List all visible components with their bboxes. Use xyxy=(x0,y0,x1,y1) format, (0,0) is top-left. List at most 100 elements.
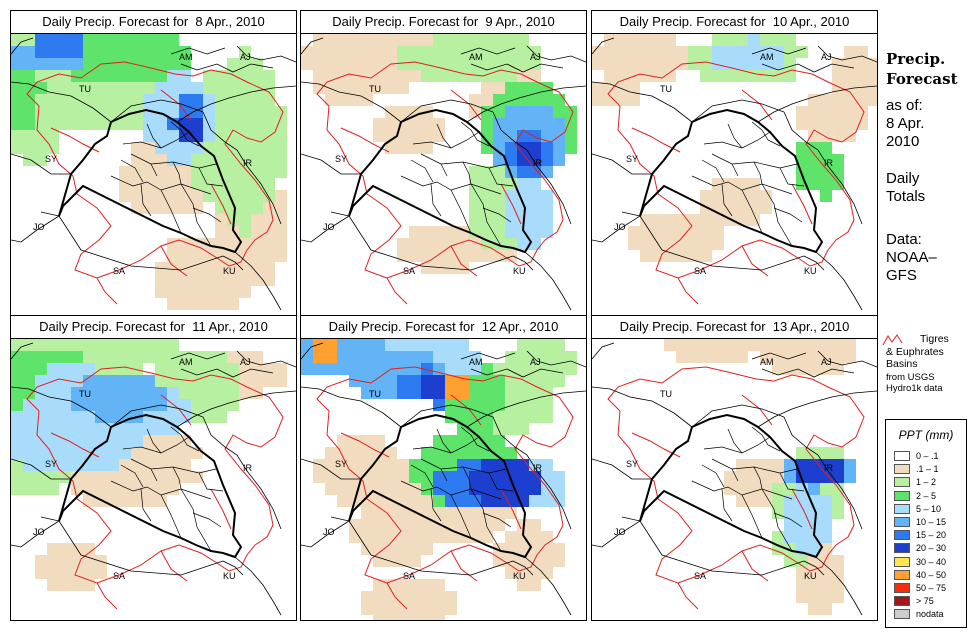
asof-line: 2010 xyxy=(886,133,920,150)
country-border xyxy=(757,390,877,428)
panel-map: AM AJ TU SY IR JO SA KU xyxy=(301,34,586,315)
country-border xyxy=(348,215,514,271)
basin-boundary xyxy=(450,550,478,582)
province-border xyxy=(160,189,182,234)
ppt-legend-title: PPT (mm) xyxy=(898,428,954,442)
basin-boundary xyxy=(160,550,188,582)
country-label: AM xyxy=(760,52,774,62)
country-border xyxy=(466,85,586,123)
province-border xyxy=(779,167,805,187)
iraq-boundary xyxy=(639,413,824,559)
country-border xyxy=(817,45,877,63)
iraq-boundary xyxy=(639,108,824,254)
province-border xyxy=(727,123,743,149)
country-border xyxy=(592,458,652,480)
basin-boundary xyxy=(96,277,118,305)
province-border xyxy=(160,494,182,539)
province-border xyxy=(172,466,182,490)
country-border xyxy=(751,352,807,360)
country-label: IR xyxy=(533,158,543,168)
ppt-swatch xyxy=(894,583,910,593)
country-border xyxy=(751,47,807,55)
precip-grid xyxy=(11,339,287,591)
country-border xyxy=(222,560,244,576)
ppt-legend-item: nodata xyxy=(894,609,964,620)
province-border xyxy=(711,153,798,169)
country-border xyxy=(40,211,60,217)
precip-map: AM AJ TU SY IR JO SA KU xyxy=(11,339,296,616)
basin-line1: Tigres xyxy=(920,333,949,345)
country-border xyxy=(621,211,641,217)
country-border xyxy=(592,37,615,55)
country-label: SY xyxy=(45,154,57,164)
ppt-label: 2 – 5 xyxy=(916,490,937,501)
province-border xyxy=(701,464,725,488)
daily-line: Daily xyxy=(886,170,920,187)
province-border xyxy=(110,175,212,195)
country-label: JO xyxy=(614,527,626,537)
country-label: SY xyxy=(335,154,347,164)
iraq-boundary xyxy=(348,108,533,254)
country-label: TU xyxy=(369,84,381,94)
ppt-legend: PPT (mm) 0 – .1 .1 – 1 1 – 2 2 – 5 5 – 10 10 … xyxy=(885,419,967,628)
province-border xyxy=(482,207,512,223)
country-label: KU xyxy=(223,571,236,581)
iraq-boundary xyxy=(58,413,243,559)
province-border xyxy=(482,512,512,528)
province-border xyxy=(773,512,803,528)
country-border xyxy=(592,153,652,175)
country-border xyxy=(815,251,863,311)
panel-map: AM AJ TU SY IR JO SA KU xyxy=(11,339,296,620)
basin-boundary xyxy=(791,183,813,225)
country-label: IR xyxy=(824,463,834,473)
country-border xyxy=(180,63,274,73)
country-border xyxy=(512,560,534,576)
province-border xyxy=(450,189,472,234)
country-border xyxy=(592,520,641,548)
country-label: SA xyxy=(694,266,706,276)
province-border xyxy=(691,480,793,500)
country-border xyxy=(236,350,296,368)
province-border xyxy=(753,466,763,490)
country-border xyxy=(783,416,863,530)
panel-map: AM AJ TU SY IR JO SA KU xyxy=(11,34,296,315)
country-label: SA xyxy=(694,571,706,581)
panel-title: Daily Precip. Forecast for 13 Apr., 2010 xyxy=(592,316,877,339)
basin-boundary xyxy=(741,550,769,582)
basin-boundary xyxy=(26,61,284,279)
ppt-swatch xyxy=(894,490,910,501)
country-border xyxy=(110,99,204,123)
country-label: JO xyxy=(614,222,626,232)
country-border xyxy=(817,350,877,368)
province-border xyxy=(470,183,502,247)
country-label: KU xyxy=(804,571,817,581)
country-border xyxy=(301,81,402,123)
country-border xyxy=(524,251,572,311)
sidebar-title-line: Precip. xyxy=(886,50,946,68)
country-label: SA xyxy=(403,571,415,581)
ppt-legend-item: > 75 xyxy=(894,596,964,607)
province-border xyxy=(400,480,502,500)
forecast-panel-4: Daily Precip. Forecast for 11 Apr., 2010… xyxy=(10,315,297,621)
ppt-swatch xyxy=(894,609,910,620)
country-border xyxy=(400,404,494,428)
province-border xyxy=(727,428,743,454)
country-border xyxy=(11,386,112,428)
ppt-legend-item: 10 – 15 xyxy=(894,517,964,528)
province-border xyxy=(198,472,224,492)
country-border xyxy=(301,215,350,243)
asof-line: as of: xyxy=(886,97,923,114)
province-border xyxy=(150,468,158,482)
country-border xyxy=(301,520,350,548)
sidebar-daily: Daily Totals xyxy=(886,170,925,206)
country-label: IR xyxy=(243,158,253,168)
country-border xyxy=(592,342,615,360)
ppt-legend-item: .1 – 1 xyxy=(894,464,964,475)
country-border xyxy=(11,215,60,243)
country-label: AM xyxy=(469,52,483,62)
forecast-panel-6: Daily Precip. Forecast for 13 Apr., 2010… xyxy=(591,315,878,621)
province-border xyxy=(753,161,763,185)
country-border xyxy=(691,404,785,428)
precip-grid xyxy=(664,339,856,615)
ppt-label: 15 – 20 xyxy=(916,530,947,541)
